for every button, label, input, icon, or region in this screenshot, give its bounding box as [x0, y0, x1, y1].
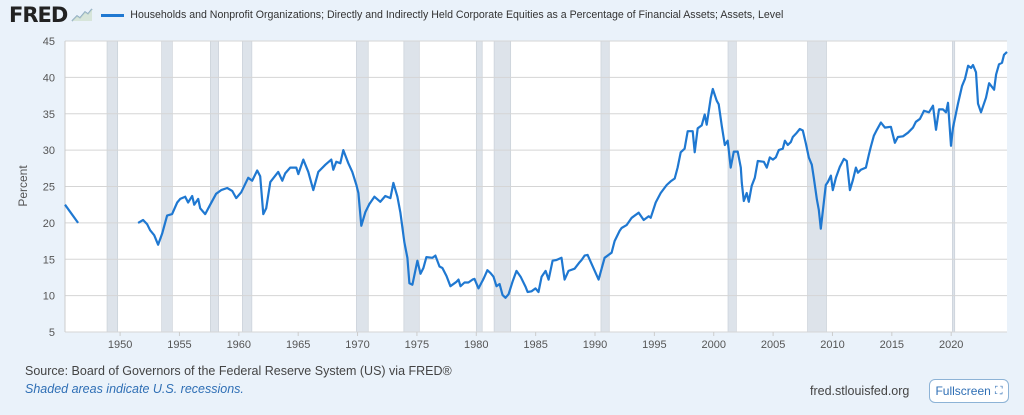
- series-line: [64, 204, 79, 224]
- x-axis-ticks: 1950 1955 1960 1965 1970 1975 1980 1985 1990 1995…: [108, 332, 963, 351]
- y-tick-label: 40: [43, 72, 55, 84]
- x-tick-label: 1950: [108, 339, 132, 351]
- sparkline-chart-icon: [71, 8, 93, 22]
- x-tick-label: 1990: [583, 339, 607, 351]
- y-axis-label: Percent: [16, 165, 30, 207]
- y-tick-label: 25: [43, 182, 55, 194]
- x-tick-label: 1970: [345, 339, 369, 351]
- x-tick-label: 1955: [167, 339, 191, 351]
- y-tick-label: 5: [49, 327, 55, 339]
- fullscreen-button[interactable]: Fullscreen ⛶: [929, 379, 1009, 403]
- series-lines: [64, 51, 1008, 299]
- x-tick-label: 1975: [405, 339, 429, 351]
- grid-lines: [64, 40, 1007, 333]
- y-axis-ticks: 5 10 15 20 25 30 35 40 45: [43, 36, 55, 339]
- fred-logo[interactable]: FRED: [9, 3, 68, 27]
- y-tick-label: 45: [43, 36, 55, 48]
- x-tick-label: 2005: [761, 339, 785, 351]
- x-tick-label: 2020: [939, 339, 963, 351]
- source-text: Source: Board of Governors of the Federa…: [25, 364, 452, 378]
- y-tick-label: 10: [43, 291, 55, 303]
- site-link[interactable]: fred.stlouisfed.org: [810, 384, 910, 398]
- x-tick-label: 1985: [523, 339, 547, 351]
- expand-icon: ⛶: [994, 384, 1003, 397]
- y-tick-label: 15: [43, 254, 55, 266]
- x-tick-label: 2000: [701, 339, 725, 351]
- fullscreen-label: Fullscreen: [935, 384, 991, 398]
- y-tick-label: 30: [43, 145, 55, 157]
- series-line: [137, 51, 1008, 299]
- x-tick-label: 2010: [820, 339, 844, 351]
- x-tick-label: 1995: [642, 339, 666, 351]
- chart-header: FRED Households and Nonprofit Organizati…: [0, 0, 1024, 30]
- legend-label: Households and Nonprofit Organizations; …: [130, 9, 784, 21]
- recession-note: Shaded areas indicate U.S. recessions.: [25, 382, 244, 396]
- y-tick-label: 20: [43, 218, 55, 230]
- legend-swatch: [101, 13, 125, 17]
- x-tick-label: 1960: [227, 339, 251, 351]
- x-tick-label: 1980: [464, 339, 488, 351]
- y-tick-label: 35: [43, 109, 55, 121]
- x-tick-label: 1965: [286, 339, 310, 351]
- x-tick-label: 2015: [880, 339, 904, 351]
